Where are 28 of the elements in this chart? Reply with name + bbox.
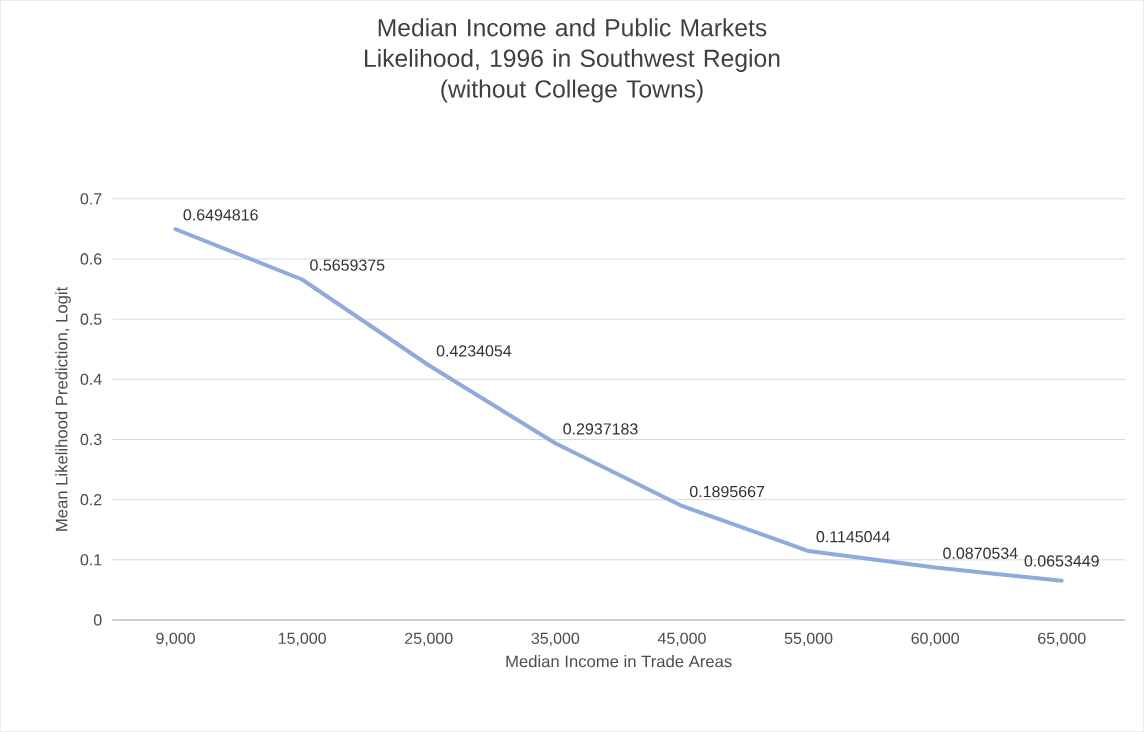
x-tick-label: 45,000	[657, 632, 706, 646]
y-tick-label: 0.7	[80, 193, 102, 205]
x-tick-label: 35,000	[531, 632, 580, 646]
data-label: 0.0653449	[1024, 555, 1099, 567]
data-label: 0.2937183	[563, 423, 638, 435]
x-tick-label: 60,000	[911, 632, 959, 646]
chart-title: Median Income and Public Markets Likelihood, 1996 in Southwest Region	[365, 18, 780, 72]
data-label: 0.1895667	[689, 485, 765, 498]
x-tick-label: 65,000	[1038, 632, 1086, 646]
x-tick-label: 15,000	[278, 632, 326, 646]
y-tick-label: 0	[93, 614, 102, 626]
data-label: 0.6494816	[183, 209, 258, 221]
x-tick-label: 25,000	[405, 632, 453, 646]
x-tick-label: 9,000	[156, 632, 195, 646]
data-label: 0.1145044	[816, 530, 890, 543]
data-label: 0.0870534	[943, 547, 1018, 559]
y-tick-label: 0.2	[80, 493, 102, 506]
x-axis-title: Median Income in Trade Areas	[506, 654, 732, 668]
data-label: 0.5659375	[310, 259, 385, 271]
chart-subtitle: (without College Towns)	[441, 79, 703, 103]
y-tick-label: 0.1	[80, 554, 102, 566]
y-tick-label: 0.3	[80, 433, 102, 446]
y-tick-label: 0.6	[80, 253, 102, 265]
y-tick-label: 0.4	[80, 373, 102, 385]
y-tick-label: 0.5	[80, 313, 102, 325]
data-label: 0.4234054	[436, 345, 512, 357]
y-axis-title: Mean Likelihood Prediction, Logit	[55, 286, 71, 531]
x-tick-label: 55,000	[784, 632, 833, 646]
